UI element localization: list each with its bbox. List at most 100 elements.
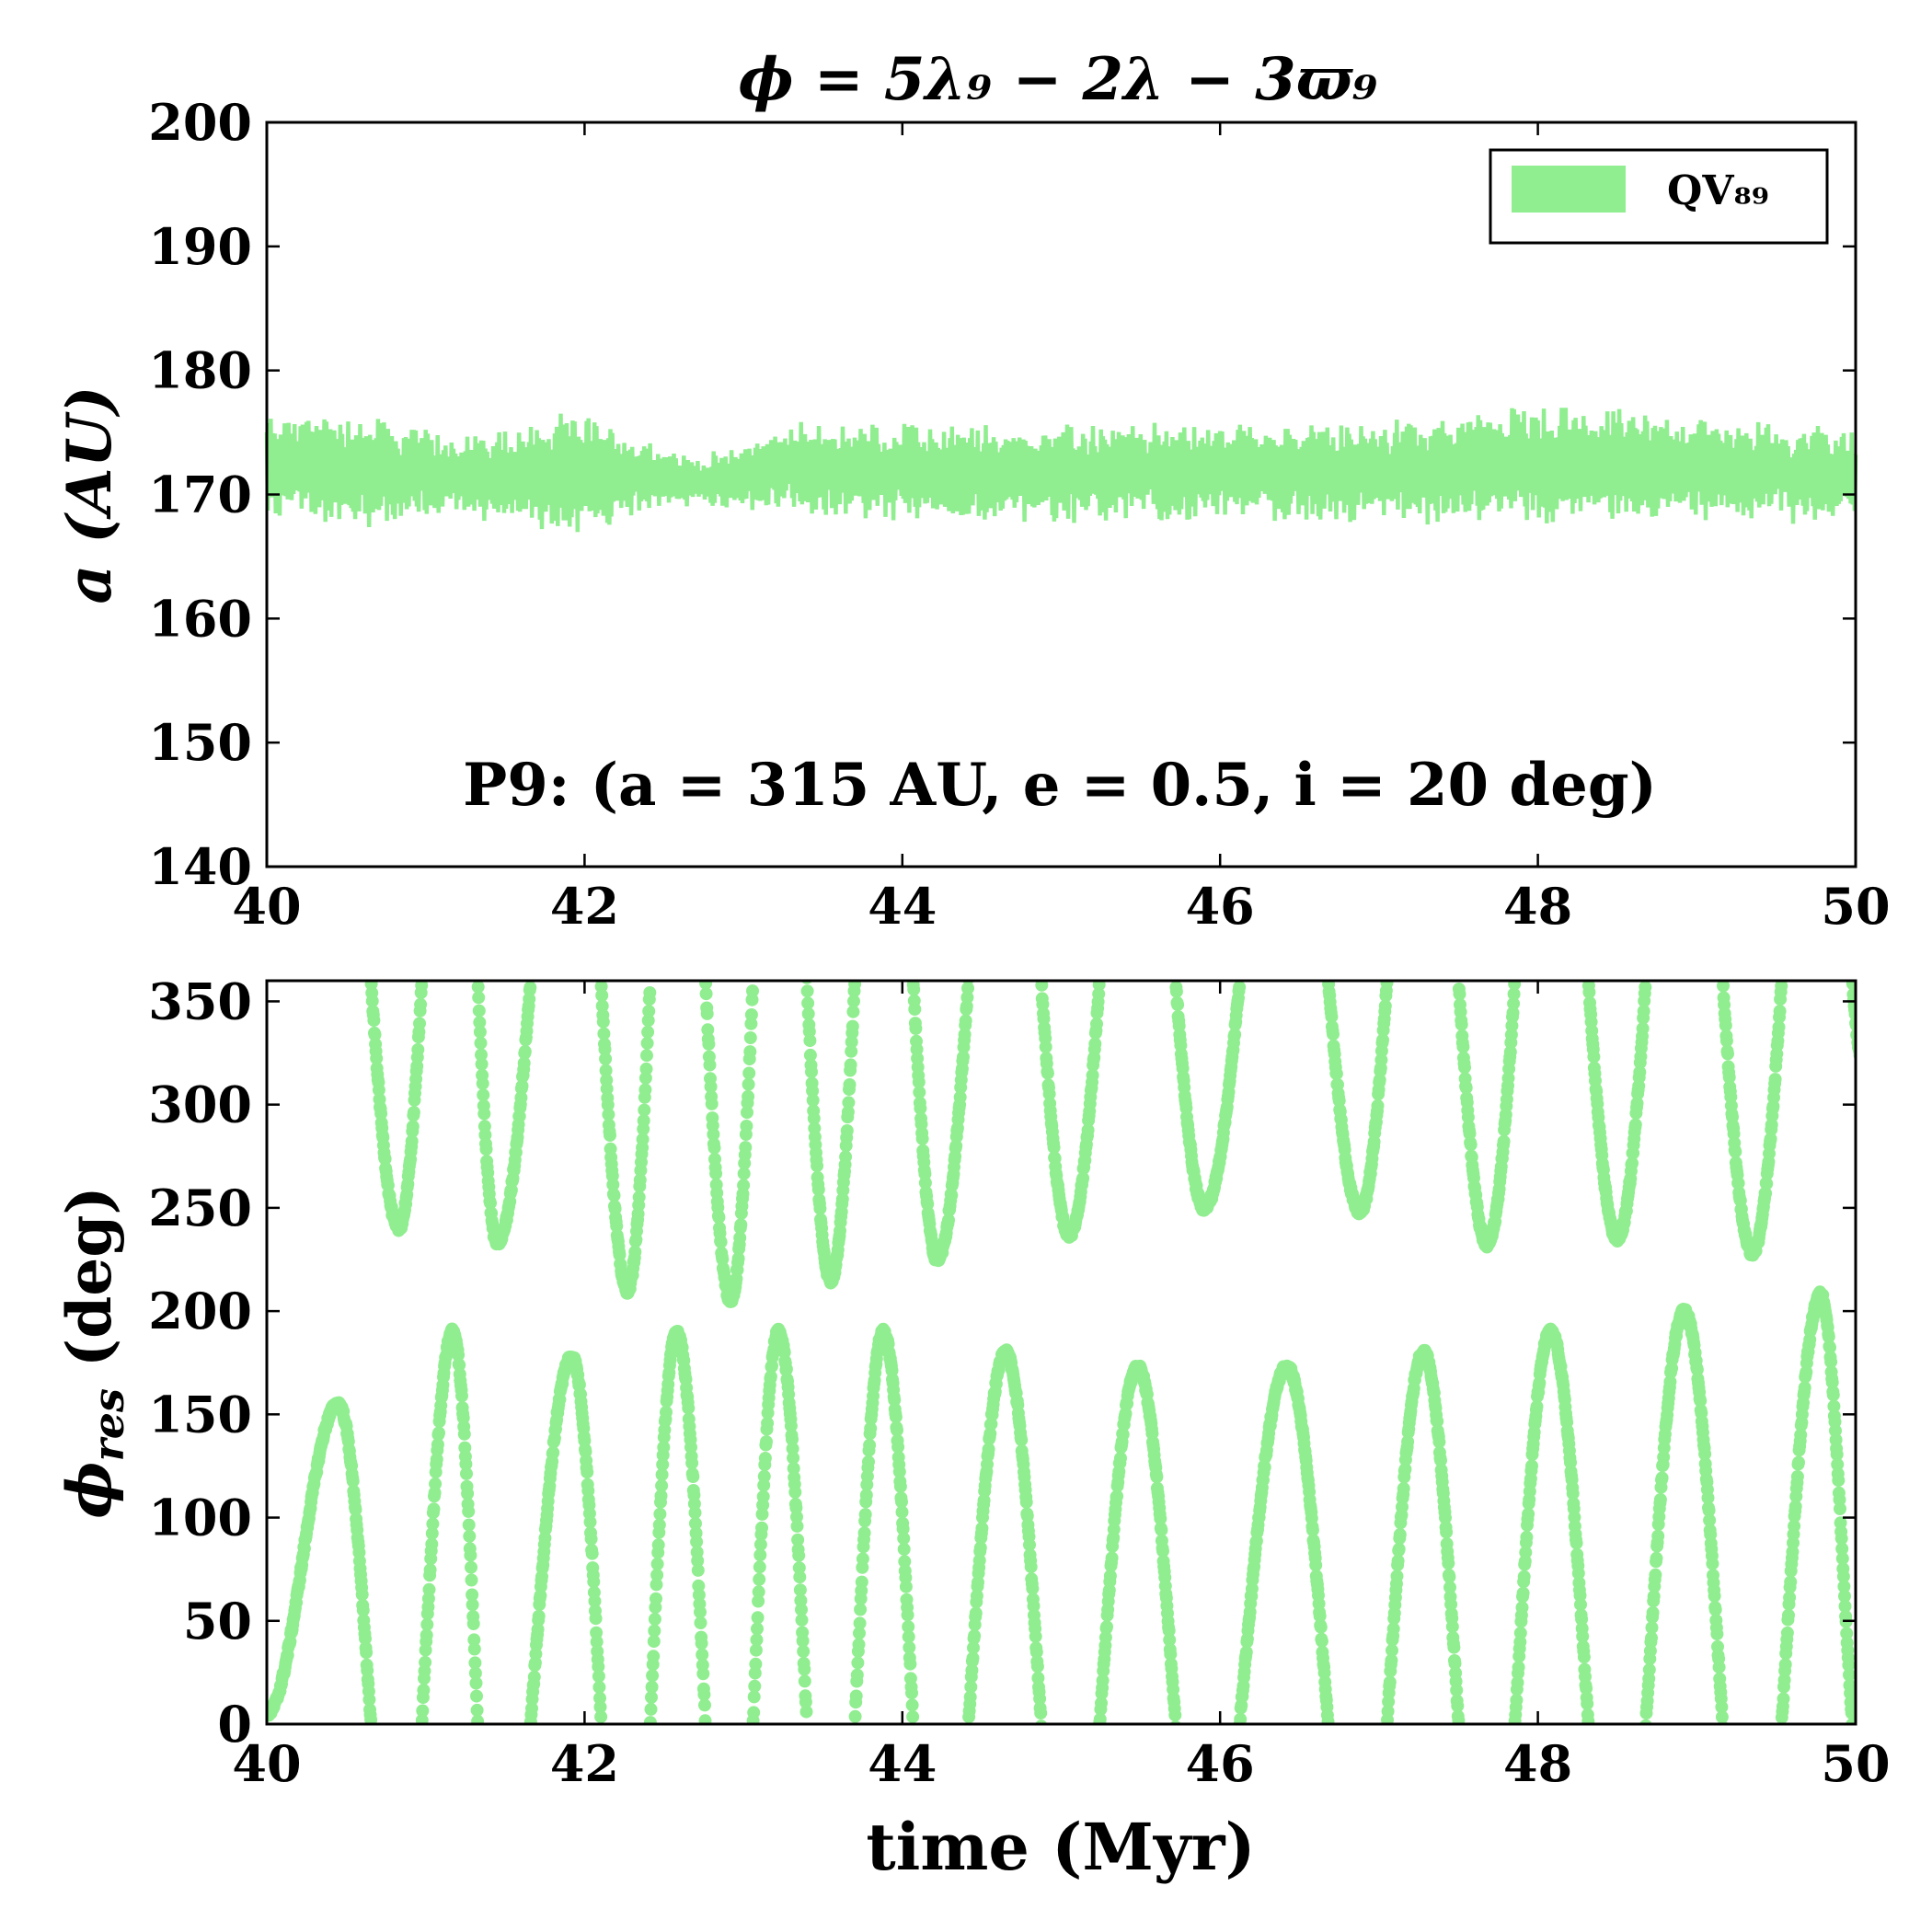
resonant-angle-point <box>753 1560 766 1574</box>
bottom-y-tick-label: 100 <box>148 1489 252 1547</box>
resonant-angle-point <box>1092 987 1106 1001</box>
resonant-angle-point <box>853 1616 867 1630</box>
resonant-angle-point <box>346 1474 360 1488</box>
resonant-angle-point <box>793 1583 807 1597</box>
resonant-angle-point <box>803 1034 817 1048</box>
resonant-angle-point <box>1381 1705 1395 1719</box>
resonant-angle-point <box>751 1611 765 1625</box>
resonant-angle-point <box>423 1563 437 1577</box>
resonant-angle-point <box>1835 1542 1849 1556</box>
resonant-angle-point <box>1843 1668 1856 1682</box>
resonant-angle-point <box>650 1592 662 1605</box>
resonant-angle-point <box>1840 1627 1854 1640</box>
bottom-x-tick-label: 42 <box>550 1734 619 1793</box>
resonant-angle-point <box>1764 1132 1777 1145</box>
resonant-angle-point <box>467 1642 481 1656</box>
resonant-angle-point <box>1834 1532 1848 1546</box>
resonant-angle-point <box>790 1510 803 1524</box>
resonant-angle-point <box>701 1023 715 1037</box>
resonant-angle-point <box>453 1358 466 1372</box>
resonant-angle-point <box>967 1641 980 1655</box>
resonant-angle-point <box>427 1502 441 1516</box>
resonant-angle-point <box>1576 1629 1590 1643</box>
resonant-angle-point <box>750 1633 764 1647</box>
resonant-angle-point <box>1855 1063 1856 1066</box>
resonant-angle-point <box>739 1141 753 1155</box>
resonant-angle-point <box>477 1088 490 1102</box>
resonant-angle-point <box>1517 1570 1531 1583</box>
resonant-angle-point <box>905 1698 919 1712</box>
resonant-angle-point <box>800 981 813 984</box>
resonant-angle-point <box>1507 996 1521 1010</box>
qv89-semimajor-axis-line <box>264 408 1858 533</box>
resonant-angle-point <box>407 1106 420 1120</box>
resonant-angle-point <box>374 1107 388 1121</box>
resonant-angle-point <box>372 1083 385 1097</box>
resonant-angle-point <box>1513 1627 1527 1640</box>
resonant-angle-point <box>1390 1570 1404 1583</box>
resonant-angle-point <box>1690 1363 1704 1376</box>
resonant-angle-point <box>572 1378 586 1392</box>
resonant-angle-point <box>592 1670 605 1683</box>
resonant-angle-point <box>479 1143 493 1156</box>
resonant-angle-point <box>1092 981 1106 992</box>
resonant-angle-point <box>1439 1511 1452 1524</box>
resonant-angle-point <box>413 1017 426 1030</box>
resonant-angle-point <box>694 1616 707 1629</box>
resonant-angle-point <box>515 1079 529 1093</box>
resonant-angle-point <box>1655 1471 1669 1485</box>
resonant-angle-point <box>525 1701 538 1715</box>
resonant-angle-point <box>685 1456 699 1470</box>
resonant-angle-point <box>461 1487 475 1501</box>
resonant-angle-point <box>1708 1589 1721 1603</box>
resonant-angle-point <box>650 1558 664 1570</box>
resonant-angle-point <box>1777 1673 1791 1687</box>
resonant-angle-point <box>747 1706 761 1719</box>
bottom-y-axis-label: ϕres (deg) <box>53 1186 133 1518</box>
top-panel: ϕ = 5λ₉ − 2λ − 3ϖ₉ 40 42 44 46 48 50 140 150 160… <box>53 45 1891 936</box>
resonant-angle-point <box>748 1679 762 1693</box>
resonant-angle-point <box>476 1076 489 1090</box>
top-y-tick-label: 150 <box>148 713 252 772</box>
resonant-angle-point <box>602 1108 615 1121</box>
resonant-angle-point <box>807 1111 821 1125</box>
resonant-angle-point <box>633 1173 647 1187</box>
resonant-angle-point <box>1313 1609 1327 1623</box>
resonant-angle-point <box>638 1083 652 1097</box>
resonant-angle-point <box>913 1086 926 1099</box>
resonant-angle-point <box>755 1507 769 1521</box>
resonant-angle-point <box>1626 1156 1639 1170</box>
resonant-angle-point <box>888 1393 902 1407</box>
top-x-tick-label: 46 <box>1186 877 1255 936</box>
resonant-angle-point <box>636 1133 650 1146</box>
resonant-angle-point <box>1164 1648 1178 1662</box>
resonant-angle-point <box>764 1370 777 1384</box>
resonant-angle-point <box>1497 1134 1511 1148</box>
top-plot-area <box>264 408 1858 533</box>
resonant-angle-point <box>794 1593 808 1607</box>
resonant-angle-point <box>963 1690 977 1704</box>
resonant-angle-point <box>368 1028 382 1041</box>
resonant-angle-point <box>863 1438 877 1452</box>
resonant-angle-point <box>477 1107 491 1121</box>
resonant-angle-point <box>688 1506 702 1520</box>
resonant-angle-point <box>1650 1551 1663 1565</box>
resonant-angle-point <box>1026 1581 1040 1595</box>
resonant-angle-point <box>743 1045 757 1059</box>
resonant-angle-point <box>589 1612 603 1626</box>
bottom-y-axis-label-symbol: ϕ <box>53 1462 125 1519</box>
resonant-angle-point <box>957 1050 970 1064</box>
bottom-x-tick-label: 44 <box>868 1734 937 1793</box>
resonant-angle-point <box>1703 1513 1717 1527</box>
bottom-y-tick-label: 300 <box>148 1075 252 1134</box>
resonant-angle-point <box>1110 1489 1124 1503</box>
resonant-angle-point <box>463 1529 477 1543</box>
resonant-angle-point <box>474 1036 488 1050</box>
resonant-angle-point <box>891 1440 905 1454</box>
resonant-angle-point <box>813 1202 827 1215</box>
resonant-angle-point <box>895 1495 908 1509</box>
resonant-angle-point <box>746 984 759 998</box>
resonant-angle-point <box>644 1702 658 1716</box>
bottom-y-tick-label: 200 <box>148 1282 252 1340</box>
resonant-angle-point <box>897 1542 911 1556</box>
